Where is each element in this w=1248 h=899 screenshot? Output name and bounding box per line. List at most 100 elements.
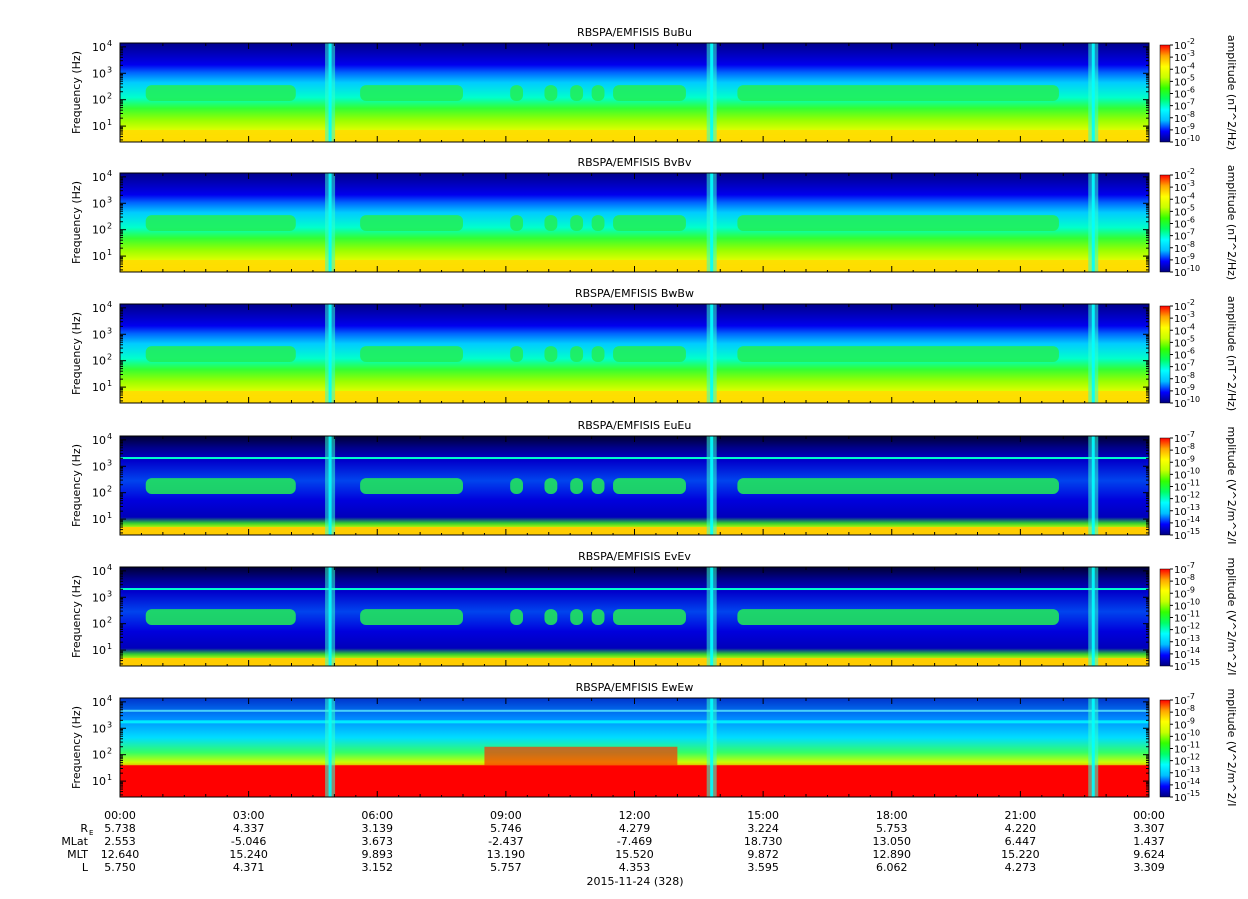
y-tick-label: 10	[92, 749, 106, 762]
colorbar-tick-exponent: -7	[1187, 98, 1195, 107]
spectrogram-image	[120, 43, 1149, 142]
colorbar-tick-exponent: -8	[1187, 573, 1195, 582]
wave-band	[737, 346, 1059, 363]
colorbar-tick-label: 10	[1174, 338, 1187, 349]
perigee-spike	[1091, 304, 1095, 403]
perigee-spike	[1091, 567, 1095, 666]
panel-title: RBSPA/EMFISIS EwEw	[576, 681, 694, 694]
colorbar-tick-label: 10	[1174, 589, 1187, 600]
colorbar-tick-exponent: -12	[1187, 622, 1200, 631]
y-tick-exponent: 2	[107, 616, 112, 625]
spectrogram-image	[120, 173, 1149, 272]
colorbar-tick-exponent: -9	[1187, 383, 1195, 392]
perigee-spike	[1091, 698, 1095, 797]
colorbar-tick-exponent: -4	[1187, 61, 1195, 70]
colorbar-tick-label: 10	[1174, 65, 1187, 76]
wave-band	[613, 85, 686, 102]
time-axis: 00:00 03:00 06:00 09:00 12:00 15:00 18:00 21:00…	[104, 809, 1165, 822]
colorbar-tick-exponent: -13	[1187, 503, 1200, 512]
y-tick-exponent: 4	[107, 300, 112, 309]
wave-band	[591, 85, 605, 102]
colorbar-tick-exponent: -6	[1187, 216, 1195, 225]
colorbar-tick-exponent: -12	[1187, 491, 1200, 500]
ephemeris-row-label: R	[80, 822, 88, 835]
wave-band	[591, 346, 605, 363]
y-axis-label: Frequency (Hz)	[70, 706, 83, 789]
colorbar-tick-label: 10	[1174, 302, 1187, 313]
colorbar-tick-exponent: -7	[1187, 228, 1195, 237]
colorbar-tick-label: 10	[1174, 314, 1187, 325]
colorbar-tick-label: 10	[1174, 662, 1187, 673]
colorbar-tick-exponent: -15	[1187, 527, 1200, 536]
perigee-spike	[710, 43, 714, 142]
ephemeris-value: 3.139	[362, 822, 394, 835]
colorbar-label: amplitude (nT^2/Hz)	[1225, 35, 1238, 150]
colorbar-tick-label: 10	[1174, 256, 1187, 267]
colorbar-tick-exponent: -6	[1187, 86, 1195, 95]
y-tick-label: 10	[92, 67, 106, 80]
time-tick-label: 15:00	[747, 809, 779, 822]
colorbar-tick-exponent: -10	[1187, 466, 1200, 475]
wave-band	[510, 215, 524, 232]
ephemeris-value: 15.520	[615, 848, 654, 861]
wave-band	[591, 478, 605, 495]
colorbar	[1159, 44, 1171, 143]
y-tick-label: 10	[92, 775, 106, 788]
y-tick-exponent: 1	[107, 642, 112, 651]
y-axis-label: Frequency (Hz)	[70, 312, 83, 395]
colorbar-tick-exponent: -14	[1187, 646, 1200, 655]
y-tick-exponent: 4	[107, 39, 112, 48]
colorbar-tick-exponent: -15	[1187, 789, 1200, 798]
colorbar-tick-label: 10	[1174, 519, 1187, 530]
wave-band	[570, 478, 584, 495]
wave-band	[613, 609, 686, 626]
colorbar-tick-exponent: -13	[1187, 765, 1200, 774]
wave-band	[544, 215, 558, 232]
colorbar-tick-label: 10	[1174, 470, 1187, 481]
y-tick-exponent: 3	[107, 589, 112, 598]
time-tick-label: 00:00	[104, 809, 136, 822]
y-tick-label: 10	[92, 94, 106, 107]
colorbar-tick-exponent: -11	[1187, 610, 1200, 619]
ephemeris-row-label-sub: E	[89, 829, 93, 837]
y-tick-label: 10	[92, 722, 106, 735]
colorbar	[1159, 305, 1171, 404]
perigee-spike	[328, 304, 332, 403]
y-tick-label: 10	[92, 513, 106, 526]
ephemeris-table: R E 5.738 4.337 3.139 5.746 4.279 3.224 5.753 4.2…	[61, 822, 1164, 874]
colorbar-tick-label: 10	[1174, 41, 1187, 52]
colorbar-tick-label: 10	[1174, 626, 1187, 637]
wave-band	[737, 215, 1059, 232]
ephemeris-value: -7.469	[617, 835, 652, 848]
colorbar-tick-exponent: -2	[1187, 298, 1195, 307]
colorbar-tick-exponent: -3	[1187, 310, 1195, 319]
perigee-spike	[328, 173, 332, 272]
perigee-spike	[328, 567, 332, 666]
wave-band	[613, 215, 686, 232]
y-tick-label: 10	[92, 460, 106, 473]
spectrogram-image	[120, 304, 1149, 403]
time-tick-label: 00:00	[1133, 809, 1165, 822]
wave-band	[544, 346, 558, 363]
colorbar-tick-label: 10	[1174, 638, 1187, 649]
colorbar-tick-exponent: -9	[1187, 716, 1195, 725]
time-tick-label: 03:00	[233, 809, 265, 822]
perigee-spike	[328, 698, 332, 797]
colorbar-tick-exponent: -4	[1187, 322, 1195, 331]
perigee-spike	[1091, 436, 1095, 535]
colorbar-tick-exponent: -12	[1187, 753, 1200, 762]
ephemeris-value: 5.746	[490, 822, 522, 835]
ephemeris-value: 15.220	[1001, 848, 1040, 861]
wave-band	[613, 478, 686, 495]
colorbar-tick-label: 10	[1174, 399, 1187, 410]
spectrogram-image	[120, 436, 1149, 535]
colorbar-tick-label: 10	[1174, 531, 1187, 542]
colorbar-tick-label: 10	[1174, 53, 1187, 64]
colorbar-tick-exponent: -8	[1187, 240, 1195, 249]
colorbar-tick-exponent: -11	[1187, 741, 1200, 750]
colorbar-tick-exponent: -10	[1187, 728, 1200, 737]
ephemeris-value: 4.273	[1005, 861, 1037, 874]
panel-title: RBSPA/EMFISIS BuBu	[577, 26, 692, 39]
